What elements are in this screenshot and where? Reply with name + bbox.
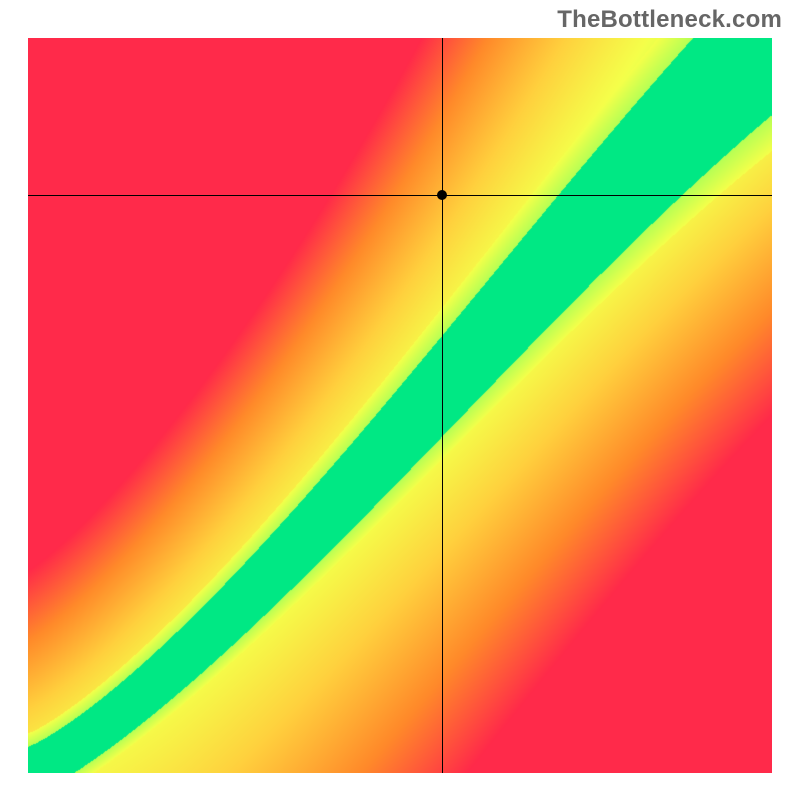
heatmap-plot <box>28 38 772 773</box>
heatmap-canvas <box>28 38 772 773</box>
outer-frame: TheBottleneck.com <box>0 0 800 800</box>
crosshair-marker-dot <box>437 190 447 200</box>
watermark-text: TheBottleneck.com <box>557 6 782 34</box>
crosshair-vertical <box>442 38 443 773</box>
crosshair-horizontal <box>28 195 772 196</box>
